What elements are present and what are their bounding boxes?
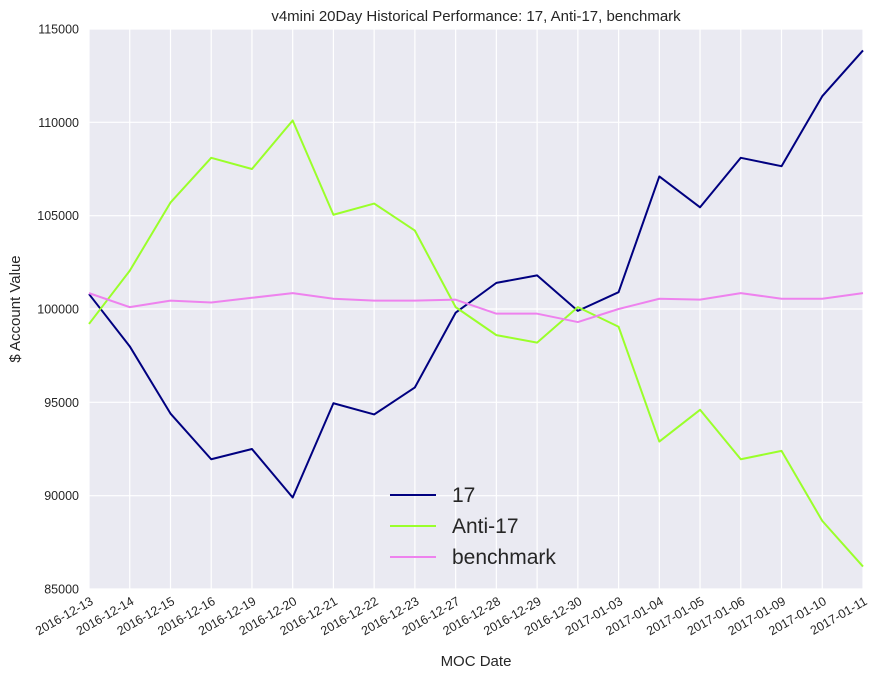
- y-tick-labels: 85000 90000 95000 100000 105000 110000 115000: [37, 23, 79, 597]
- y-tick-label: 95000: [44, 396, 79, 410]
- legend-label: 17: [452, 484, 475, 507]
- x-axis-label: MOC Date: [441, 653, 512, 670]
- y-tick-label: 100000: [37, 303, 79, 317]
- series-lines: [88, 49, 864, 568]
- y-tick-label: 105000: [37, 209, 79, 223]
- series-line-anti-17: [88, 119, 864, 568]
- x-tick-labels: 2016-12-132016-12-142016-12-152016-12-16…: [33, 594, 869, 638]
- y-tick-label: 110000: [38, 116, 79, 130]
- y-tick-label: 115000: [38, 23, 79, 37]
- chart-title: v4mini 20Day Historical Performance: 17,…: [271, 8, 681, 25]
- y-axis-label: $ Account Value: [7, 255, 24, 362]
- y-tick-label: 90000: [44, 489, 79, 503]
- legend-label: benchmark: [452, 546, 556, 569]
- series-line-benchmark: [88, 292, 864, 324]
- legend-label: Anti-17: [452, 515, 519, 538]
- series-line-17: [88, 49, 864, 499]
- legend: 17 Anti-17 benchmark: [390, 484, 556, 569]
- grid-lines: [88, 28, 864, 590]
- y-tick-label: 85000: [44, 583, 79, 597]
